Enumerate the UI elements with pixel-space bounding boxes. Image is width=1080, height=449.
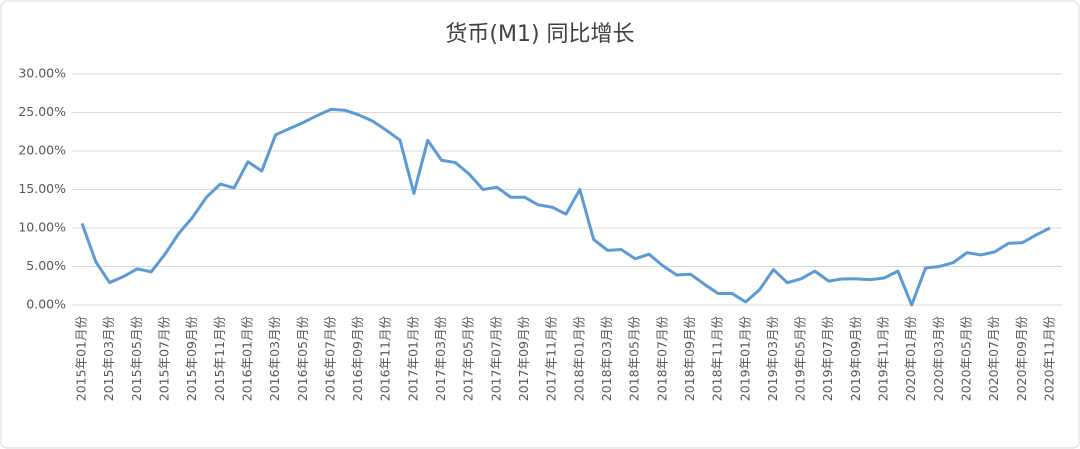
x-tick-label: 2017年09月份 — [516, 316, 531, 402]
x-tick-label: 2017年05月份 — [461, 316, 476, 402]
x-tick-label: 2019年05月份 — [793, 316, 808, 402]
chart-title: 货币(M1) 同比增长 — [445, 22, 634, 47]
x-tick-label: 2015年09月份 — [184, 316, 199, 402]
x-tick-label: 2018年01月份 — [571, 316, 586, 402]
x-tick-label: 2020年05月份 — [959, 316, 974, 402]
data-line — [80, 107, 1051, 307]
y-tick-label: 5.00% — [26, 258, 66, 273]
x-tick-label: 2020年09月份 — [1014, 316, 1029, 402]
y-tick-label: 10.00% — [18, 220, 66, 235]
x-tick-label: 2018年11月份 — [710, 316, 725, 402]
x-tick-label: 2019年11月份 — [876, 316, 891, 402]
x-tick-label: 2016年05月份 — [295, 316, 310, 402]
x-tick-label: 2018年07月份 — [654, 316, 669, 402]
x-tick-label: 2020年11月份 — [1042, 316, 1057, 402]
x-tick-label: 2019年01月份 — [737, 316, 752, 402]
x-tick-label: 2016年07月份 — [322, 316, 337, 402]
x-tick-label: 2016年03月份 — [267, 316, 282, 402]
x-tick-label: 2016年09月份 — [350, 316, 365, 402]
x-tick-label: 2020年03月份 — [931, 316, 946, 402]
x-tick-label: 2019年09月份 — [848, 316, 863, 402]
x-tick-label: 2019年03月份 — [765, 316, 780, 402]
y-tick-label: 20.00% — [18, 143, 66, 158]
x-tick-label: 2017年11月份 — [544, 316, 559, 402]
y-tick-label: 25.00% — [18, 104, 66, 119]
y-tick-label: 30.00% — [18, 66, 66, 81]
x-tick-label: 2015年11月份 — [212, 316, 227, 402]
x-tick-label: 2017年03月份 — [433, 316, 448, 402]
x-tick-label: 2015年05月份 — [129, 316, 144, 402]
x-tick-label: 2017年01月份 — [405, 316, 420, 402]
x-tick-label: 2018年09月份 — [682, 316, 697, 402]
y-tick-label: 15.00% — [18, 181, 66, 196]
x-tick-label: 2020年01月份 — [903, 316, 918, 402]
x-tick-label: 2016年01月份 — [239, 316, 254, 402]
x-tick-label: 2017年07月份 — [488, 316, 503, 402]
x-tick-label: 2019年07月份 — [820, 316, 835, 402]
y-tick-label: 0.00% — [26, 297, 66, 312]
x-tick-label: 2016年11月份 — [378, 316, 393, 402]
x-tick-label: 2018年05月份 — [627, 316, 642, 402]
x-tick-label: 2018年03月份 — [599, 316, 614, 402]
x-tick-label: 2015年07月份 — [156, 316, 171, 402]
x-tick-label: 2015年01月份 — [74, 316, 89, 402]
x-tick-label: 2015年03月份 — [101, 316, 116, 402]
x-tick-label: 2020年07月份 — [986, 316, 1001, 402]
